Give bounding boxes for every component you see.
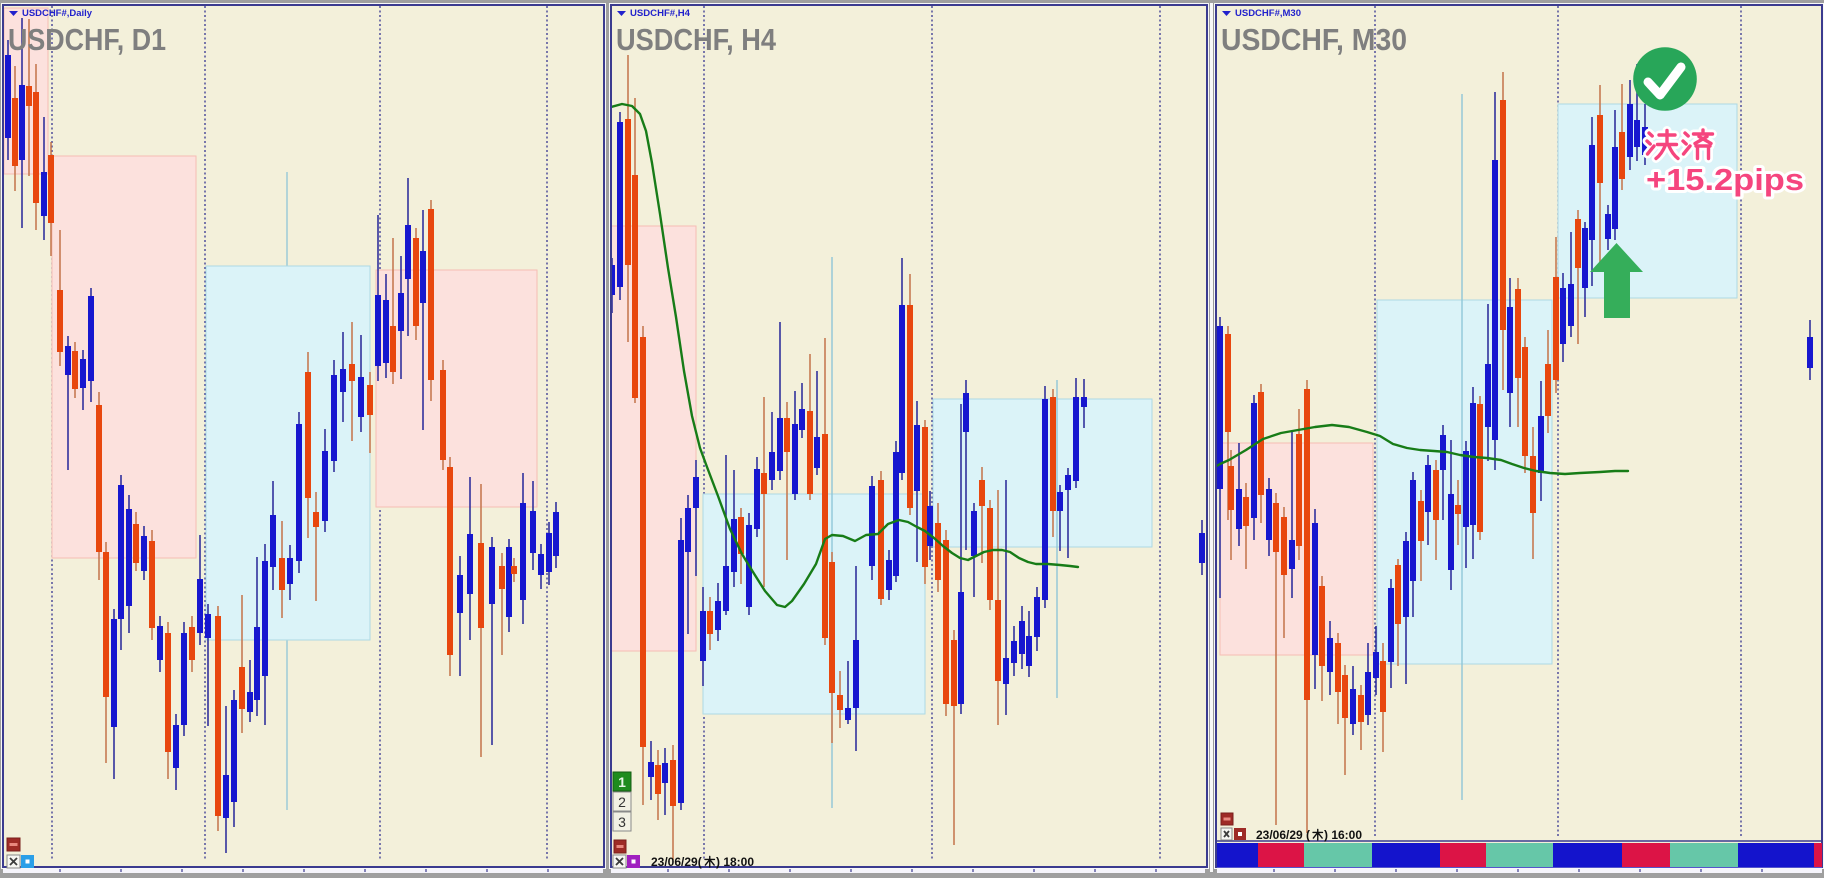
svg-text:USDCHF, H4: USDCHF, H4	[616, 22, 777, 57]
svg-text:USDCHF#,H4: USDCHF#,H4	[630, 8, 691, 19]
svg-text:USDCHF#,Daily: USDCHF#,Daily	[22, 8, 93, 19]
svg-text:USDCHF, D1: USDCHF, D1	[8, 22, 166, 57]
svg-text:23/06/29(: 23/06/29(	[651, 855, 702, 869]
svg-text:1: 1	[618, 774, 626, 790]
svg-text:USDCHF, M30: USDCHF, M30	[1221, 22, 1407, 57]
svg-text:) 16:00: ) 16:00	[1324, 828, 1362, 842]
svg-text:+15.2pips: +15.2pips	[1646, 163, 1804, 197]
svg-text:USDCHF#,M30: USDCHF#,M30	[1235, 8, 1301, 19]
svg-text:23/06/29 (: 23/06/29 (	[1256, 828, 1310, 842]
svg-text:2: 2	[618, 794, 626, 810]
svg-text:) 18:00: ) 18:00	[716, 855, 754, 869]
svg-text:3: 3	[618, 814, 626, 830]
